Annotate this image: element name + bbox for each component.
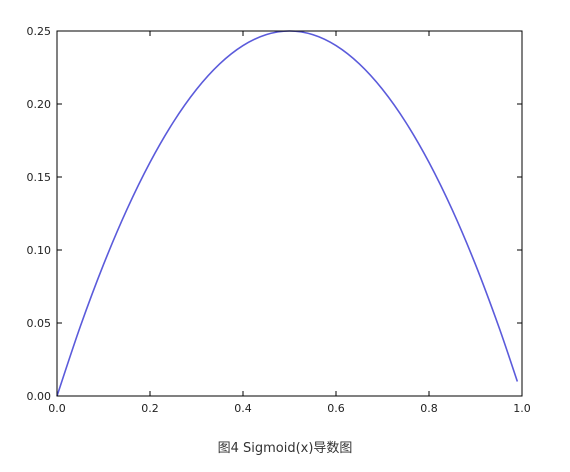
figure-caption: 图4 Sigmoid(x)导数图 bbox=[217, 441, 353, 456]
y-tick-label: 0.20 bbox=[27, 98, 52, 111]
x-ticks: 0.0 0.2 0.4 0.6 0.8 1.0 bbox=[48, 31, 531, 415]
series-line bbox=[56, 30, 519, 397]
x-tick-label: 0.4 bbox=[234, 402, 252, 415]
y-tick-label: 0.05 bbox=[27, 317, 52, 330]
x-tick-label: 0.8 bbox=[420, 402, 438, 415]
x-tick-label: 0.6 bbox=[327, 402, 345, 415]
y-tick-label: 0.15 bbox=[27, 171, 52, 184]
y-tick-label: 0.00 bbox=[27, 390, 52, 403]
y-tick-label: 0.25 bbox=[27, 25, 52, 38]
plot-frame bbox=[56, 30, 523, 397]
x-tick-label: 0.2 bbox=[141, 402, 159, 415]
x-tick-label: 1.0 bbox=[513, 402, 531, 415]
x-tick-label: 0.0 bbox=[48, 402, 66, 415]
y-ticks: 0.00 0.05 0.10 0.15 0.20 0.25 bbox=[27, 25, 522, 403]
y-tick-label: 0.10 bbox=[27, 244, 52, 257]
